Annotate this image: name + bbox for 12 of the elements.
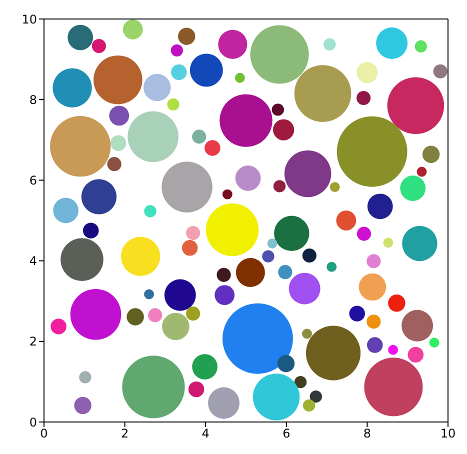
x-tick-label: 0: [40, 426, 48, 441]
y-tick-label: 10: [22, 12, 37, 26]
y-tick-label: 0: [29, 415, 37, 430]
y-tick-label: 8: [29, 92, 37, 107]
x-tick-label: 8: [363, 426, 372, 441]
x-tick-label: 4: [202, 426, 210, 441]
y-tick-label: 6: [29, 173, 37, 188]
y-tick-label: 2: [29, 334, 37, 349]
x-tick-label: 10: [440, 426, 456, 441]
y-tick-label: 4: [29, 254, 37, 268]
x-tick-label: 6: [282, 426, 290, 441]
x-tick-label: 2: [120, 426, 129, 441]
